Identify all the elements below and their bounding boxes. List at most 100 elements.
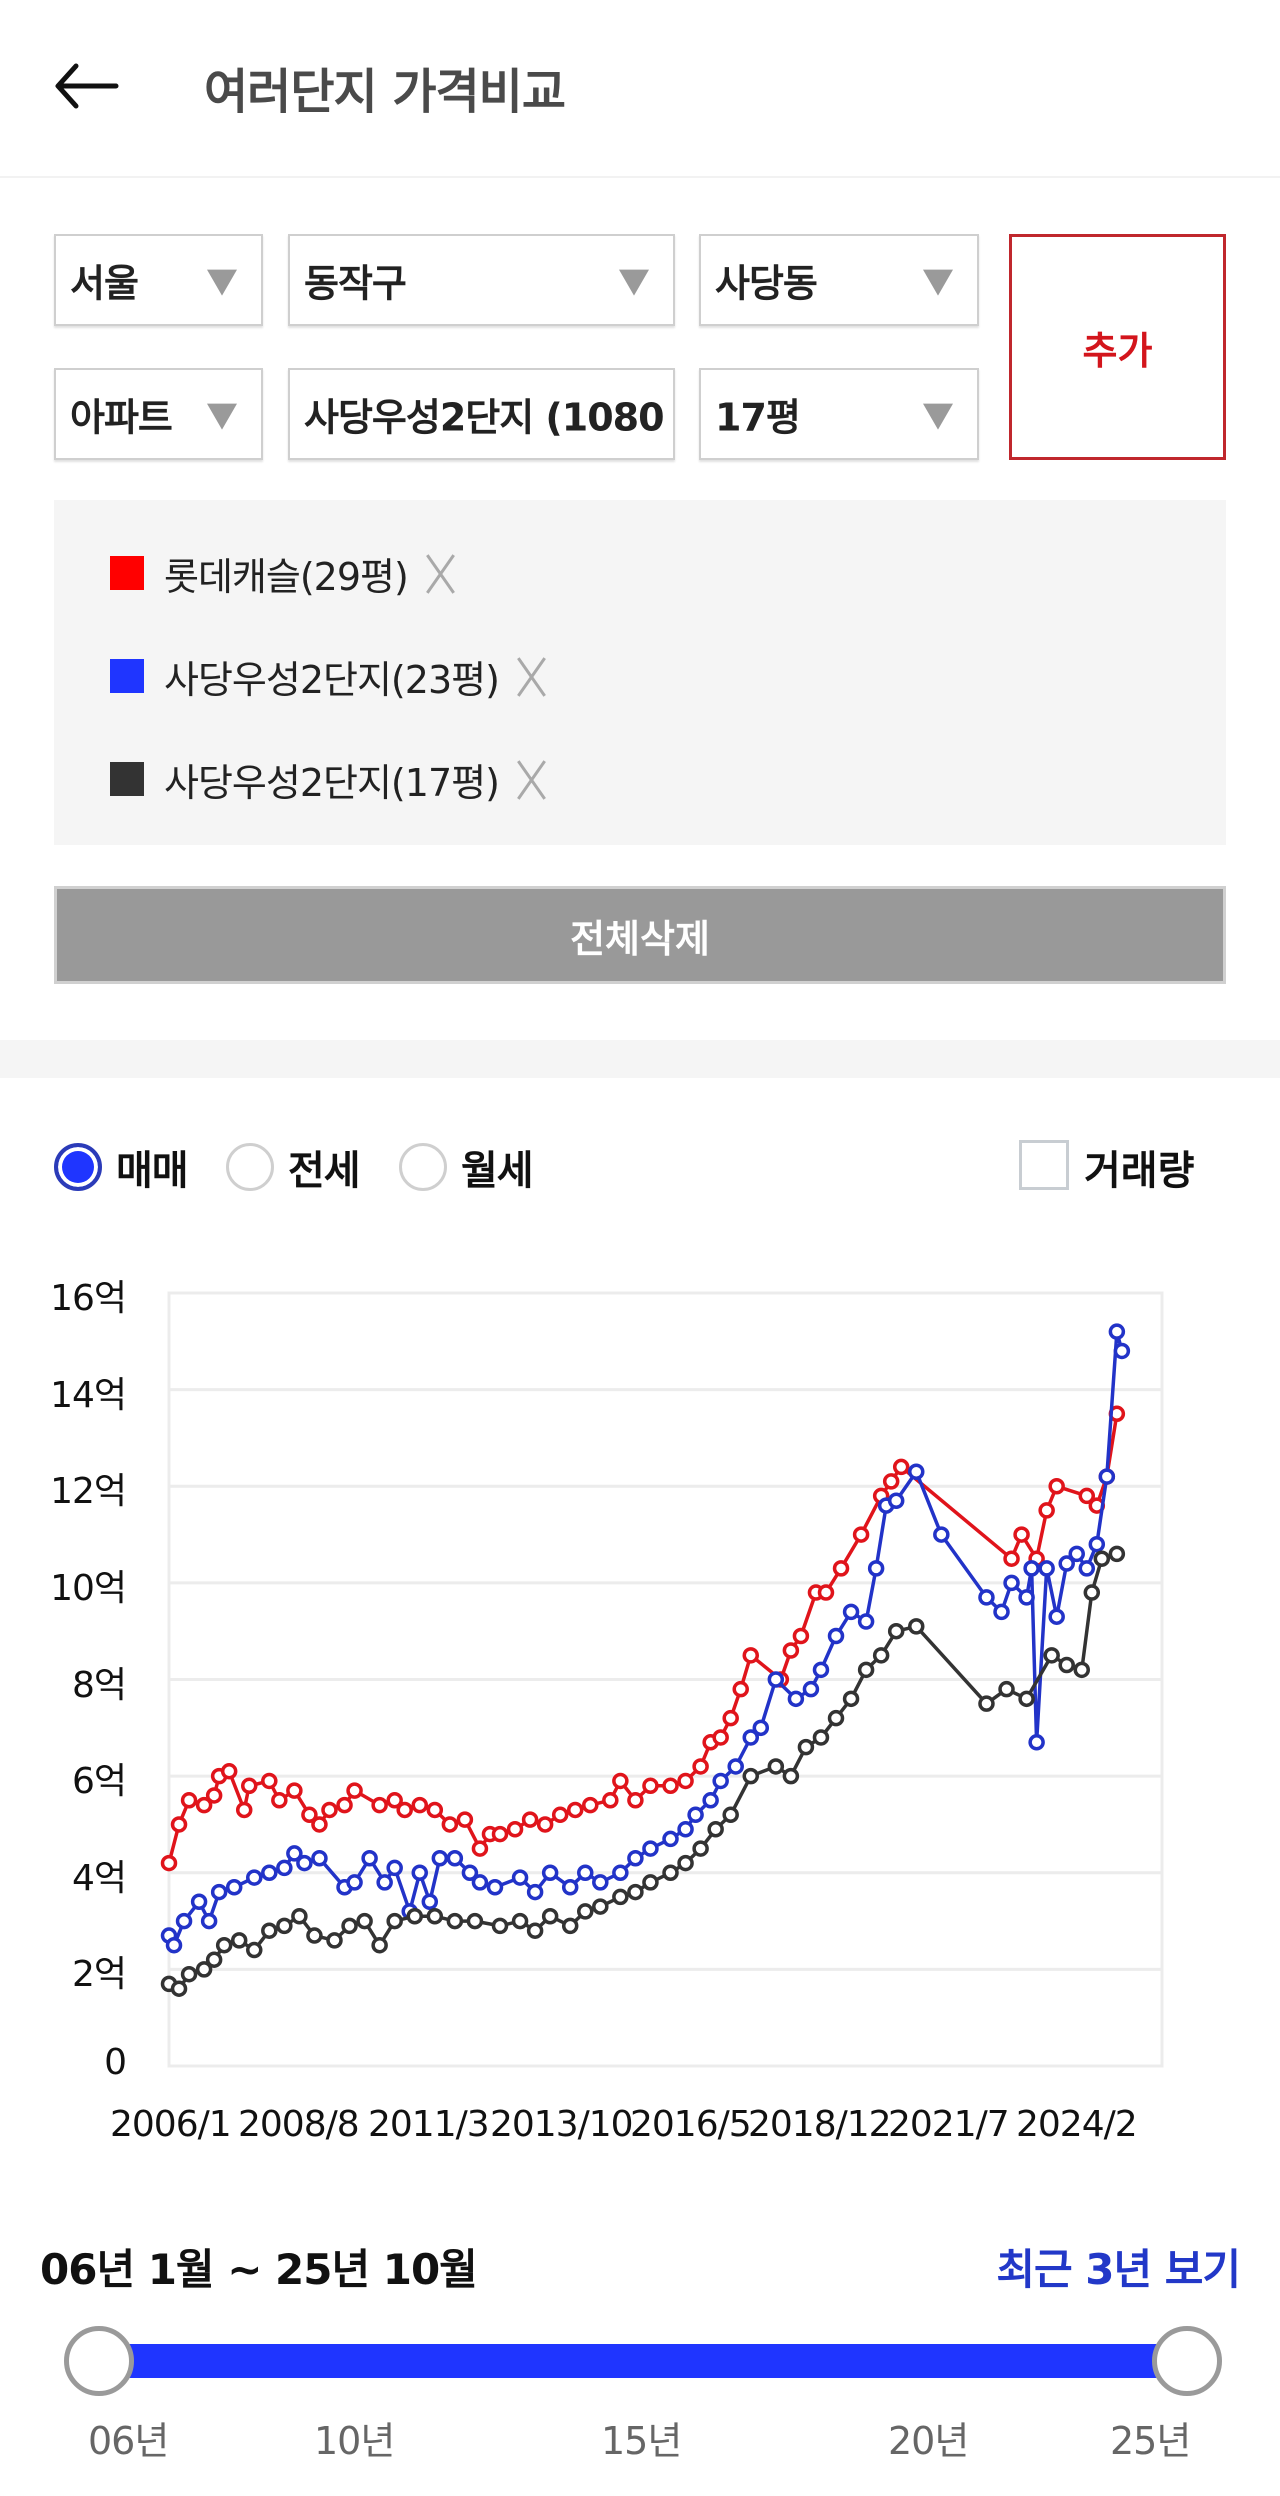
back-button[interactable] <box>50 56 120 116</box>
data-point[interactable] <box>742 1767 760 1785</box>
data-point[interactable] <box>271 1792 288 1809</box>
data-point[interactable] <box>426 1801 444 1819</box>
radio-sale[interactable]: 매매 <box>54 1140 189 1194</box>
data-point[interactable] <box>170 1980 188 1997</box>
data-point[interactable] <box>471 1840 489 1857</box>
data-point[interactable] <box>592 1898 609 1915</box>
data-point[interactable] <box>577 1903 594 1920</box>
data-point[interactable] <box>311 1850 328 1867</box>
data-point[interactable] <box>827 1627 845 1645</box>
data-point[interactable] <box>190 1893 208 1910</box>
data-point[interactable] <box>1038 1560 1055 1577</box>
data-point[interactable] <box>792 1627 810 1645</box>
data-point[interactable] <box>261 1864 278 1881</box>
data-point[interactable] <box>727 1758 744 1775</box>
data-point[interactable] <box>311 1816 328 1833</box>
data-point[interactable] <box>491 1917 509 1935</box>
data-point[interactable] <box>767 1758 785 1775</box>
data-point[interactable] <box>742 1729 760 1746</box>
size-select[interactable]: 17평 <box>699 368 979 460</box>
data-point[interactable] <box>908 1463 925 1481</box>
data-point[interactable] <box>426 1907 444 1925</box>
data-point[interactable] <box>286 1845 303 1862</box>
sido-select[interactable]: 서울 <box>54 234 263 326</box>
data-point[interactable] <box>220 1763 238 1780</box>
data-point[interactable] <box>612 1864 629 1881</box>
data-point[interactable] <box>446 1912 464 1930</box>
data-point[interactable] <box>1043 1647 1060 1664</box>
delete-all-button[interactable]: 전체삭제 <box>54 886 1226 984</box>
data-point[interactable] <box>1038 1502 1055 1519</box>
range-slider-track[interactable] <box>98 2344 1188 2378</box>
radio-monthly[interactable]: 월세 <box>399 1140 534 1194</box>
data-point[interactable] <box>812 1729 830 1746</box>
data-point[interactable] <box>687 1806 704 1824</box>
data-point[interactable] <box>692 1758 709 1775</box>
data-point[interactable] <box>887 1622 905 1640</box>
data-point[interactable] <box>225 1878 243 1896</box>
data-point[interactable] <box>1113 1342 1131 1360</box>
data-point[interactable] <box>577 1864 594 1881</box>
data-point[interactable] <box>1098 1468 1116 1485</box>
data-point[interactable] <box>386 1792 403 1809</box>
data-point[interactable] <box>321 1801 338 1819</box>
data-point[interactable] <box>456 1811 474 1828</box>
data-point[interactable] <box>707 1821 724 1838</box>
data-point[interactable] <box>832 1560 850 1577</box>
data-point[interactable] <box>200 1912 218 1930</box>
data-point[interactable] <box>908 1618 925 1635</box>
data-point[interactable] <box>722 1709 739 1727</box>
data-point[interactable] <box>642 1840 659 1857</box>
data-point[interactable] <box>627 1850 644 1867</box>
data-point[interactable] <box>526 1922 544 1939</box>
data-point[interactable] <box>592 1874 609 1891</box>
data-point[interactable] <box>677 1772 694 1790</box>
data-point[interactable] <box>411 1864 429 1881</box>
data-point[interactable] <box>160 1854 178 1872</box>
data-point[interactable] <box>1028 1734 1045 1751</box>
data-point[interactable] <box>752 1719 770 1737</box>
data-point[interactable] <box>396 1801 413 1819</box>
data-point[interactable] <box>887 1492 905 1509</box>
data-point[interactable] <box>1078 1560 1096 1577</box>
data-point[interactable] <box>566 1801 584 1819</box>
data-point[interactable] <box>1058 1656 1075 1674</box>
data-point[interactable] <box>867 1560 885 1577</box>
data-point[interactable] <box>446 1850 464 1867</box>
data-point[interactable] <box>702 1792 719 1809</box>
data-point[interactable] <box>842 1690 860 1708</box>
data-point[interactable] <box>521 1811 539 1828</box>
data-point[interactable] <box>782 1642 800 1659</box>
complex-select[interactable]: 사당우성2단지 (1080 <box>288 368 675 460</box>
data-point[interactable] <box>246 1941 263 1959</box>
data-point[interactable] <box>993 1603 1010 1621</box>
data-point[interactable] <box>356 1912 373 1930</box>
data-point[interactable] <box>842 1603 860 1621</box>
data-point[interactable] <box>1088 1535 1106 1553</box>
data-point[interactable] <box>782 1767 800 1785</box>
data-point[interactable] <box>386 1912 403 1930</box>
data-point[interactable] <box>1058 1555 1075 1572</box>
data-point[interactable] <box>406 1907 423 1925</box>
data-point[interactable] <box>346 1874 363 1891</box>
recent-3y-link[interactable]: 최근 3년 보기 <box>996 2245 1241 2294</box>
data-point[interactable] <box>511 1912 529 1930</box>
data-point[interactable] <box>431 1850 449 1867</box>
data-point[interactable] <box>541 1864 559 1881</box>
data-point[interactable] <box>1018 1589 1035 1606</box>
data-point[interactable] <box>627 1792 644 1809</box>
data-point[interactable] <box>230 1932 248 1949</box>
data-point[interactable] <box>732 1680 749 1698</box>
data-point[interactable] <box>261 1922 278 1939</box>
data-point[interactable] <box>767 1671 785 1688</box>
data-point[interactable] <box>1108 1545 1126 1563</box>
data-point[interactable] <box>240 1777 258 1795</box>
data-point[interactable] <box>1013 1526 1030 1543</box>
data-point[interactable] <box>491 1825 509 1843</box>
data-point[interactable] <box>1083 1584 1101 1601</box>
data-point[interactable] <box>536 1816 554 1833</box>
data-point[interactable] <box>561 1917 579 1935</box>
add-button[interactable]: 추가 <box>1009 234 1226 460</box>
data-point[interactable] <box>978 1589 995 1606</box>
data-point[interactable] <box>872 1647 890 1664</box>
